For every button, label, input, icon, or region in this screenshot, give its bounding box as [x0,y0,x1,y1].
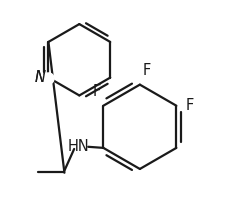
Text: F: F [92,84,101,99]
Text: HN: HN [67,139,89,154]
Text: N: N [34,70,45,85]
Text: F: F [142,63,150,78]
Text: N: N [34,70,45,85]
Text: F: F [185,98,194,113]
